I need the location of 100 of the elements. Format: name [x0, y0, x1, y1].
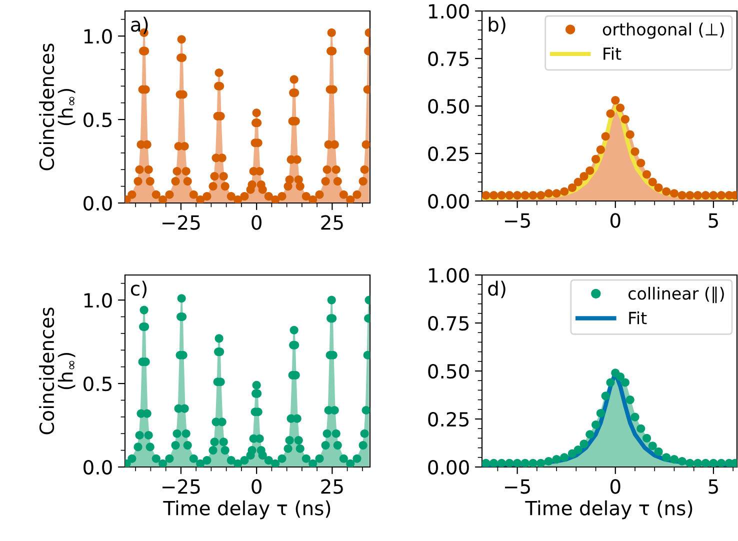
point	[580, 440, 588, 448]
point	[626, 130, 634, 139]
point	[560, 187, 569, 196]
point	[616, 104, 625, 112]
point	[580, 172, 588, 181]
point	[513, 191, 522, 200]
x-tick-label: −5	[505, 213, 530, 228]
y-tick-label: 0.50	[428, 98, 469, 114]
x-tick-label: −25	[162, 215, 200, 230]
point	[552, 189, 561, 198]
x-tick-label: 5	[708, 479, 718, 494]
point	[520, 191, 530, 200]
legend-label: collinear (∥)	[628, 286, 724, 304]
point	[552, 455, 561, 464]
y-tick-label: 0.50	[428, 364, 469, 379]
point	[648, 178, 657, 186]
x-tick-label: 0	[610, 479, 620, 494]
legend-label: orthogonal (⊥)	[602, 22, 724, 39]
y-tick-label: 1.00	[429, 4, 469, 19]
point	[536, 191, 546, 200]
point	[591, 154, 600, 164]
y-tick-label: 1.00	[429, 268, 469, 283]
y-axis-title: Coincidences (h$_{∞}$)	[39, 44, 76, 170]
point	[620, 115, 630, 124]
y-tick-label: 0.75	[428, 316, 468, 331]
point	[686, 458, 694, 467]
point	[626, 396, 634, 404]
y-tick-label: 1.0	[84, 293, 112, 308]
annotation: c)	[130, 280, 147, 298]
point	[596, 145, 605, 154]
point	[505, 458, 514, 467]
x-axis-title: Time delay τ (ns)	[525, 500, 692, 520]
x-tick-label: 0	[610, 213, 620, 228]
point	[678, 191, 686, 200]
point	[560, 453, 569, 462]
point	[701, 458, 710, 467]
annotation: a)	[131, 16, 148, 34]
x-tick-label: −25	[162, 479, 200, 494]
y-tick-label: 0.75	[428, 51, 468, 66]
y-tick-label: 0.0	[84, 460, 112, 475]
point	[489, 191, 498, 200]
point	[568, 183, 577, 192]
x-tick-label: 0	[252, 215, 262, 230]
point	[686, 191, 694, 200]
point	[482, 458, 490, 467]
y-tick-label: 0.5	[84, 112, 112, 128]
point	[670, 455, 679, 464]
point	[606, 378, 615, 387]
y-tick-label: 0.5	[84, 376, 112, 392]
x-tick-label: 25	[321, 479, 343, 494]
x-tick-label: 0	[252, 479, 262, 494]
point	[528, 191, 538, 200]
point	[662, 453, 671, 462]
y-tick-label: 1.0	[84, 29, 112, 44]
point	[620, 378, 630, 387]
point	[601, 392, 610, 400]
point	[497, 191, 506, 200]
point	[642, 170, 652, 179]
point	[701, 191, 710, 200]
x-tick-label: 25	[321, 215, 343, 230]
y-axis-title: Coincidences (h$_{∞}$)	[39, 308, 76, 434]
point	[497, 458, 506, 467]
point	[520, 458, 530, 467]
point	[536, 458, 546, 467]
point	[616, 372, 625, 382]
point	[596, 408, 605, 418]
y-tick-label: 0.25	[428, 146, 468, 162]
y-tick-label: 0.00	[428, 460, 469, 475]
point	[717, 458, 726, 467]
y-tick-label: 0.00	[428, 194, 469, 209]
point	[574, 445, 582, 454]
point	[648, 442, 657, 450]
point	[693, 191, 702, 200]
point	[709, 191, 718, 200]
point	[693, 458, 702, 467]
y-tick-label: 0.0	[84, 196, 112, 211]
point	[717, 191, 726, 200]
legend-label: Fit	[604, 47, 622, 60]
point	[630, 412, 640, 422]
point	[591, 420, 600, 430]
point	[505, 191, 514, 200]
x-tick-label: −5	[505, 479, 530, 494]
point	[670, 189, 679, 198]
point	[630, 147, 640, 156]
point	[642, 434, 652, 442]
point	[544, 189, 553, 198]
x-tick-label: 5	[708, 213, 718, 228]
point	[489, 458, 498, 467]
point	[482, 191, 490, 200]
point	[709, 458, 718, 467]
point	[513, 458, 522, 467]
point	[601, 132, 610, 141]
point	[544, 456, 553, 466]
point	[654, 447, 663, 456]
point	[574, 178, 582, 186]
point	[606, 109, 615, 118]
point	[586, 430, 594, 439]
point	[568, 449, 577, 458]
point	[586, 166, 594, 175]
x-axis-title: Time delay τ (ns)	[163, 500, 330, 520]
